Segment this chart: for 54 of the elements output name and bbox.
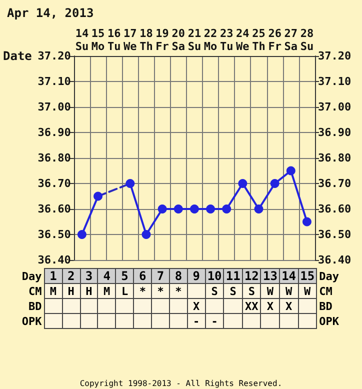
point — [158, 204, 167, 214]
x-tick-label: 28 Su — [300, 27, 314, 53]
point — [142, 230, 151, 239]
point — [190, 204, 199, 214]
x-tick-label: 18 Th — [140, 27, 153, 53]
point — [302, 217, 312, 226]
text: BD X XX X X BD — [28, 300, 332, 312]
x-tick-label: 20 Sa — [172, 27, 186, 53]
y-tick-label: 36.90 — [38, 126, 71, 139]
y-tick-label: 36.80 — [38, 152, 71, 164]
x-tick-label: 27 Sa — [284, 27, 298, 53]
point — [94, 192, 103, 201]
y-tick-label: 36.40 — [38, 254, 71, 266]
point — [286, 166, 296, 176]
chart-title: Apr 14, 2013 — [7, 6, 94, 20]
y2-tick-label: 36.90 — [318, 126, 352, 139]
y2-tick-label: 36.40 — [318, 254, 352, 266]
x-tick-label: 23 Tu — [220, 27, 234, 53]
y-tick-label: 37.10 — [38, 75, 71, 88]
x-tick-label: 25 Th — [252, 27, 266, 53]
point — [77, 230, 86, 239]
x-tick-label: 24 We — [236, 27, 250, 53]
point — [238, 179, 248, 188]
y-tick-label: 36.70 — [38, 177, 71, 190]
y-tick-label: 36.50 — [38, 228, 71, 241]
x-tick-label: 26 Fr — [268, 27, 282, 53]
y2-tick-label: 37.10 — [318, 75, 352, 88]
y2-tick-label: 36.60 — [318, 202, 352, 216]
y2-tick-label: 36.50 — [318, 228, 352, 241]
x-tick-label: 22 Mo — [204, 27, 218, 53]
y2-tick-label: 36.80 — [318, 152, 352, 164]
point — [126, 179, 135, 188]
x-axis-title: Date — [2, 49, 32, 63]
point — [222, 204, 232, 214]
y-tick-label: 37.20 — [38, 50, 71, 62]
y2-tick-label: 37.20 — [318, 50, 352, 62]
y2-tick-label: 36.70 — [318, 177, 352, 190]
text: CM M H H M L * * * S S S W W W CM — [28, 284, 332, 298]
x-tick-label: 21 Su — [188, 27, 202, 53]
x-tick-label: 15 Mo — [91, 27, 106, 53]
x-tick-label: 14 Su — [75, 27, 89, 53]
text: OPK - - OPK — [22, 314, 340, 328]
x-tick-label: 16 Tu — [107, 27, 122, 53]
x-tick-label: 19 Fr — [156, 27, 170, 53]
point — [270, 179, 280, 188]
point — [254, 204, 264, 214]
point — [206, 204, 216, 214]
point — [174, 204, 183, 214]
y-tick-label: 37.00 — [38, 100, 71, 114]
y-tick-label: 36.60 — [38, 202, 71, 216]
x-tick-label: 17 We — [124, 27, 138, 53]
text: Copyright 1998-2013 - All Rights Reserved. — [78, 379, 284, 388]
y2-tick-label: 37.00 — [318, 100, 352, 114]
text: Day 1 2 3 4 5 6 7 8 9 10 11 12 13 14 15 Day — [22, 269, 340, 283]
